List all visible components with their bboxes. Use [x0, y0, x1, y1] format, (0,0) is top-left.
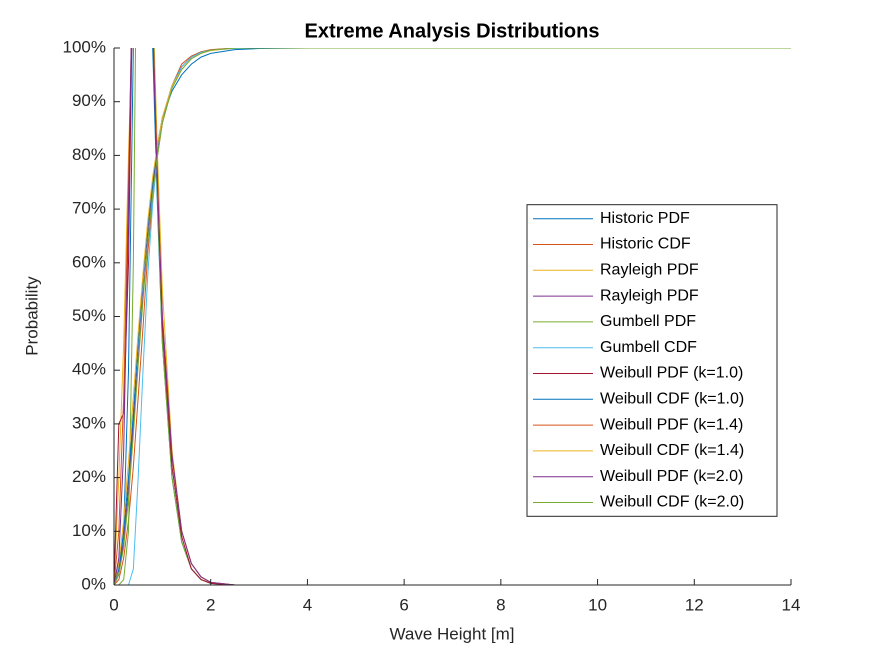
x-tick-label: 12	[685, 595, 704, 614]
legend-label: Gumbell PDF	[600, 313, 696, 330]
y-tick-label: 20%	[72, 467, 106, 486]
series-line	[114, 48, 791, 585]
series-line	[114, 48, 791, 585]
y-tick-label: 40%	[72, 360, 106, 379]
y-tick-label: 80%	[72, 145, 106, 164]
y-tick-label: 50%	[72, 306, 106, 325]
plot-area	[114, 48, 791, 585]
legend-label: Historic CDF	[600, 236, 691, 253]
legend-label: Weibull PDF (k=1.0)	[600, 365, 743, 382]
y-tick-label: 10%	[72, 521, 106, 540]
series-line	[114, 48, 791, 585]
x-tick-label: 10	[588, 595, 607, 614]
x-tick-label: 2	[206, 595, 215, 614]
series-line	[114, 48, 791, 585]
legend-label: Weibull CDF (k=1.4)	[600, 442, 744, 459]
legend-label: Weibull CDF (k=2.0)	[600, 494, 744, 511]
legend-label: Rayleigh PDF	[600, 287, 699, 304]
y-tick-label: 60%	[72, 252, 106, 271]
x-tick-label: 14	[782, 595, 801, 614]
y-tick-label: 0%	[81, 574, 106, 593]
legend-box	[526, 204, 778, 517]
y-tick-label: 100%	[63, 37, 106, 56]
x-tick-label: 0	[109, 595, 118, 614]
series-line	[114, 48, 791, 585]
x-tick-label: 6	[399, 595, 408, 614]
y-tick-label: 30%	[72, 413, 106, 432]
chart-title: Extreme Analysis Distributions	[305, 20, 600, 42]
legend-label: Historic PDF	[600, 210, 690, 227]
y-tick-label: 90%	[72, 91, 106, 110]
legend-label: Rayleigh PDF	[600, 262, 699, 279]
x-tick-label: 4	[303, 595, 312, 614]
legend-label: Weibull PDF (k=2.0)	[600, 468, 743, 485]
series-line	[114, 48, 791, 585]
y-axis-label: Probability	[22, 276, 41, 356]
legend-label: Gumbell CDF	[600, 339, 697, 356]
y-tick-label: 70%	[72, 199, 106, 218]
series-line	[114, 48, 791, 585]
x-axis-label: Wave Height [m]	[389, 624, 514, 643]
legend-label: Weibull CDF (k=1.0)	[600, 391, 744, 408]
series-line	[114, 48, 791, 585]
x-tick-label: 8	[496, 595, 505, 614]
legend-label: Weibull PDF (k=1.4)	[600, 416, 743, 433]
